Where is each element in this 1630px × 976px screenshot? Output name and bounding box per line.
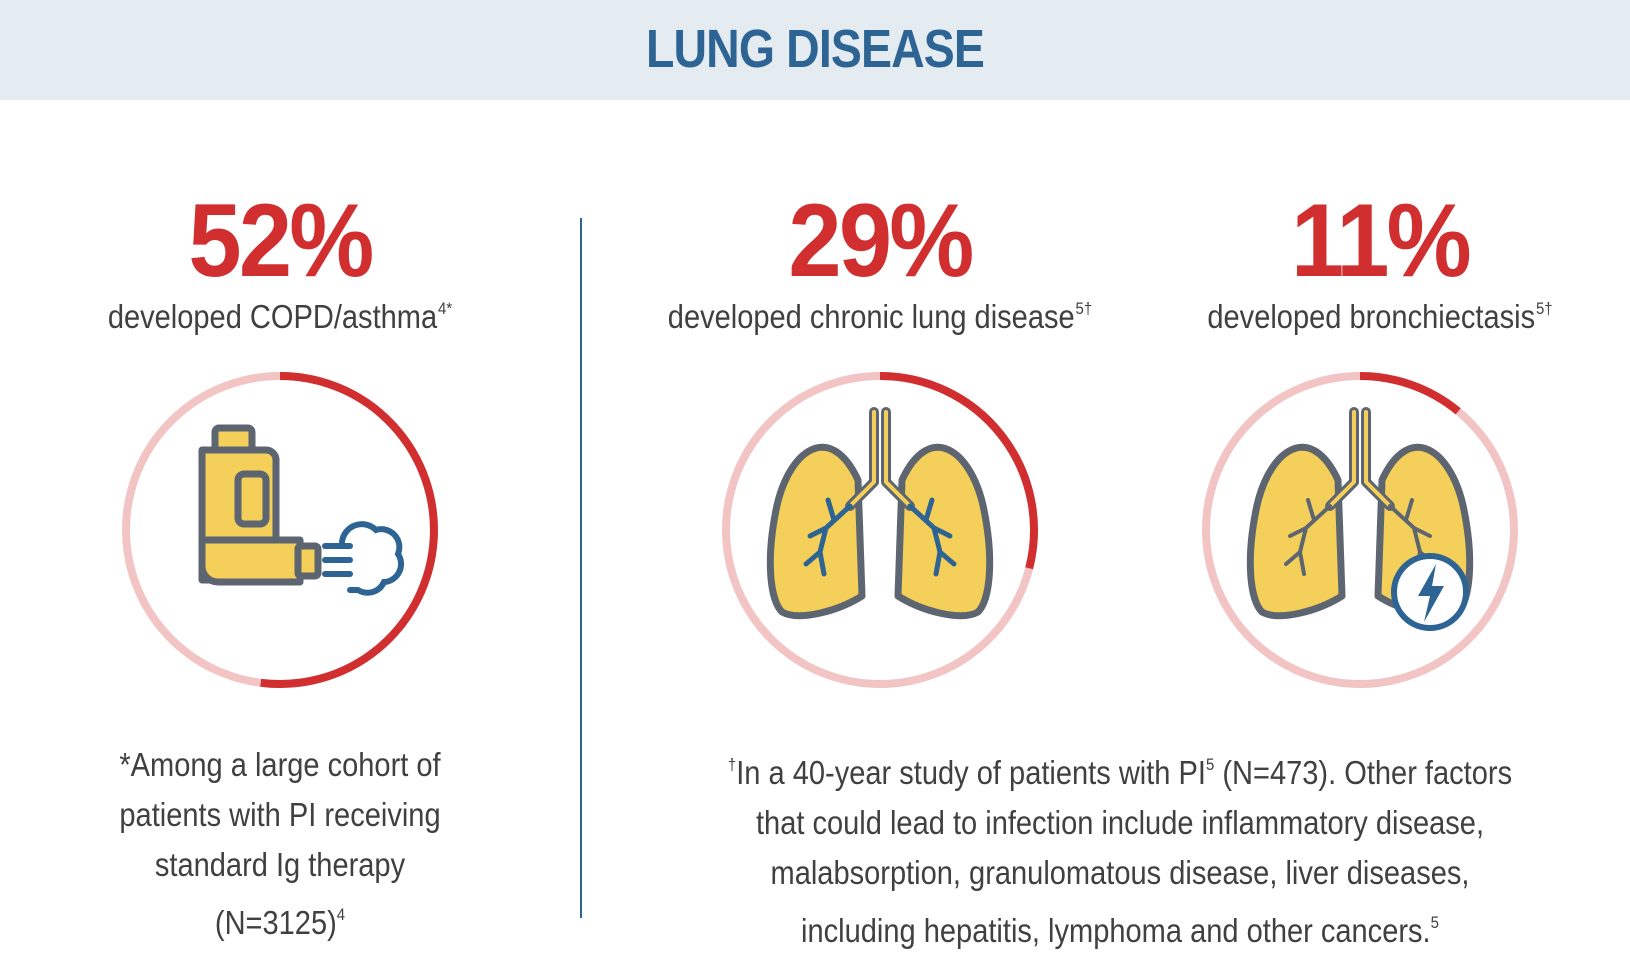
- footnote-left-line: patients with PI receiving: [119, 796, 441, 833]
- stat-value-bronchiectasis: 11%: [1291, 183, 1472, 299]
- section-divider: [580, 218, 582, 918]
- footnote-right-line: malabsorption, granulomatous disease, li…: [770, 854, 1470, 891]
- page-title: LUNG DISEASE: [645, 19, 985, 79]
- stat-label-bronchiectasis-text: developed bronchiectasis: [1207, 298, 1536, 335]
- inhaler-icon: [198, 424, 322, 586]
- footnote-right-line: including hepatitis, lymphoma and other …: [680, 898, 1560, 956]
- puff-icon: [322, 521, 405, 596]
- footnote-right-line1b: (N=473). Other factors: [1214, 754, 1513, 791]
- stat-label-bronchiectasis: developed bronchiectasis5†: [1151, 298, 1609, 336]
- donut-chart-chronic-lung: [722, 372, 1038, 688]
- donut-arc-chronic-lung: [879, 372, 1038, 570]
- footnote-right-line: that could lead to infection include inf…: [755, 804, 1485, 841]
- stat-label-chronic-lung-text: developed chronic lung disease: [667, 298, 1075, 335]
- footnote-right-line4-text: including hepatitis, lymphoma and other …: [801, 912, 1431, 949]
- footnote-right-line1-sup: 5: [1205, 755, 1215, 774]
- donut-arc-bronchiectasis: [1359, 372, 1461, 415]
- donut-chart-bronchiectasis: [1202, 372, 1518, 688]
- header-band: [0, 0, 1630, 100]
- stat-label-bronchiectasis-sup: 5†: [1535, 299, 1553, 318]
- donut-arc-copd: [260, 372, 438, 688]
- footnote-right-line1a: In a 40-year study of patients with PI: [736, 754, 1206, 791]
- footnote-right-line4-sup: 5: [1430, 913, 1439, 932]
- footnote-right-line: †In a 40-year study of patients with PI5…: [680, 740, 1560, 798]
- donut-chart-copd: [122, 372, 438, 688]
- lightning-badge-icon: [1391, 553, 1469, 631]
- footnote-left-line: (N=3125)4: [69, 890, 491, 948]
- footnote-left-line: standard Ig therapy: [154, 846, 406, 883]
- stat-label-copd-sup: 4*: [438, 299, 453, 318]
- lungs-icon: [766, 407, 994, 620]
- stat-label-copd: developed COPD/asthma4*: [51, 298, 509, 336]
- footnote-left: *Among a large cohort of patients with P…: [40, 740, 520, 948]
- footnote-left-line: *Among a large cohort of: [119, 746, 441, 783]
- footnote-left-line4-text: (N=3125): [214, 904, 337, 941]
- stat-label-chronic-lung: developed chronic lung disease5†: [651, 298, 1109, 336]
- footnote-right: †In a 40-year study of patients with PI5…: [620, 740, 1620, 956]
- footnote-right-dagger: †: [727, 755, 737, 774]
- footnote-left-line4-sup: 4: [336, 905, 346, 924]
- stat-value-chronic-lung: 29%: [788, 183, 974, 299]
- stat-label-copd-text: developed COPD/asthma: [107, 298, 438, 335]
- stat-label-chronic-lung-sup: 5†: [1075, 299, 1093, 318]
- stat-value-copd: 52%: [188, 183, 374, 299]
